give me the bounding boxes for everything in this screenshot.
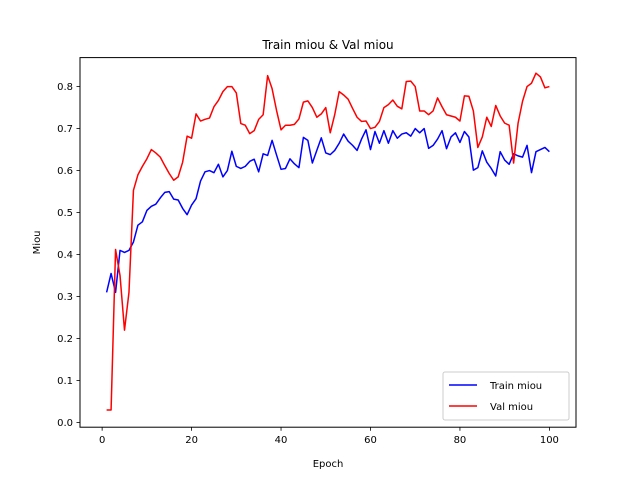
y-tick-label: 0.3	[57, 292, 73, 303]
y-tick-label: 0.0	[57, 418, 73, 429]
legend-box	[442, 371, 570, 421]
legend: Train miou Val miou	[442, 371, 570, 421]
x-axis-label: Epoch	[313, 459, 344, 470]
x-tick-label: 0	[99, 435, 105, 446]
y-tick-label: 0.4	[57, 250, 73, 261]
x-tick-label: 80	[454, 435, 467, 446]
y-tick-label: 0.7	[57, 124, 73, 135]
plot-lines	[105, 72, 550, 411]
series-line-train-miou	[105, 127, 550, 294]
y-tick-label: 0.6	[57, 166, 73, 177]
legend-label-train-miou: Train miou	[489, 381, 542, 392]
legend-label-val-miou: Val miou	[490, 402, 533, 413]
y-tick-label: 0.5	[57, 208, 73, 219]
y-axis-label: Miou	[32, 230, 43, 254]
x-axis-ticks: 0 20 40 60 80 100	[99, 427, 559, 446]
x-tick-label: 60	[364, 435, 377, 446]
y-tick-label: 0.2	[57, 334, 73, 345]
axes-frame	[79, 57, 577, 428]
chart-title: Train miou & Val miou	[261, 38, 393, 52]
y-tick-label: 0.1	[57, 376, 73, 387]
y-tick-label: 0.8	[57, 82, 73, 93]
x-tick-label: 20	[185, 435, 198, 446]
series-line-val-miou	[106, 72, 550, 411]
y-axis-ticks: 0.0 0.1 0.2 0.3 0.4 0.5 0.6 0.7 0.8	[57, 82, 80, 429]
x-tick-label: 40	[275, 435, 288, 446]
x-tick-label: 100	[540, 435, 559, 446]
